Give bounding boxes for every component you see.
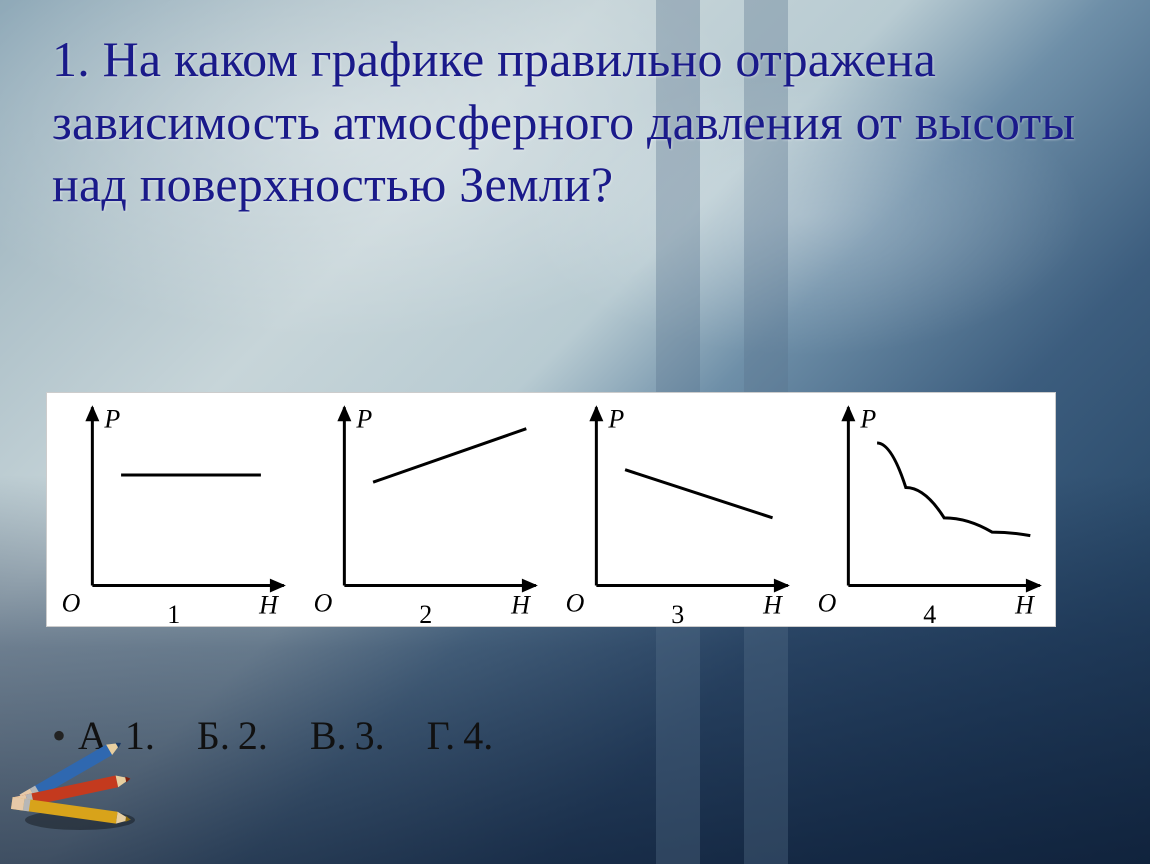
chart-number: 2: [419, 600, 432, 630]
chart-number: 3: [671, 600, 684, 630]
chart-2: P H O 2: [299, 393, 551, 628]
charts-panel: P H O 1 P H O 2 P H O 3 P H O 4: [46, 392, 1056, 627]
answer-letter: В.: [310, 712, 347, 759]
chart-number: 4: [923, 600, 936, 630]
chart-4: P H O 4: [803, 393, 1055, 628]
svg-text:P: P: [103, 404, 120, 433]
slide-content: 1. На каком графике правильно отражена з…: [0, 0, 1150, 216]
answer-option-В[interactable]: В.3.: [310, 712, 385, 759]
question-text: 1. На каком графике правильно отражена з…: [52, 28, 1102, 216]
svg-text:O: O: [314, 588, 333, 617]
chart-3: P H O 3: [551, 393, 803, 628]
answer-option-Б[interactable]: Б.2.: [197, 712, 268, 759]
answer-number: 4.: [463, 712, 493, 759]
svg-text:H: H: [510, 590, 531, 619]
pencils-decoration: [8, 724, 158, 834]
svg-text:O: O: [818, 588, 837, 617]
answer-letter: Г.: [427, 712, 456, 759]
answer-number: 3.: [355, 712, 385, 759]
svg-text:P: P: [355, 404, 372, 433]
svg-text:H: H: [1014, 590, 1035, 619]
svg-text:P: P: [607, 404, 624, 433]
svg-text:H: H: [258, 590, 279, 619]
chart-1: P H O 1: [47, 393, 299, 628]
svg-text:O: O: [566, 588, 585, 617]
svg-text:P: P: [859, 404, 876, 433]
svg-text:O: O: [62, 588, 81, 617]
answer-option-Г[interactable]: Г.4.: [427, 712, 494, 759]
answer-letter: Б.: [197, 712, 230, 759]
svg-text:H: H: [762, 590, 783, 619]
chart-number: 1: [167, 600, 180, 630]
answer-number: 2.: [238, 712, 268, 759]
